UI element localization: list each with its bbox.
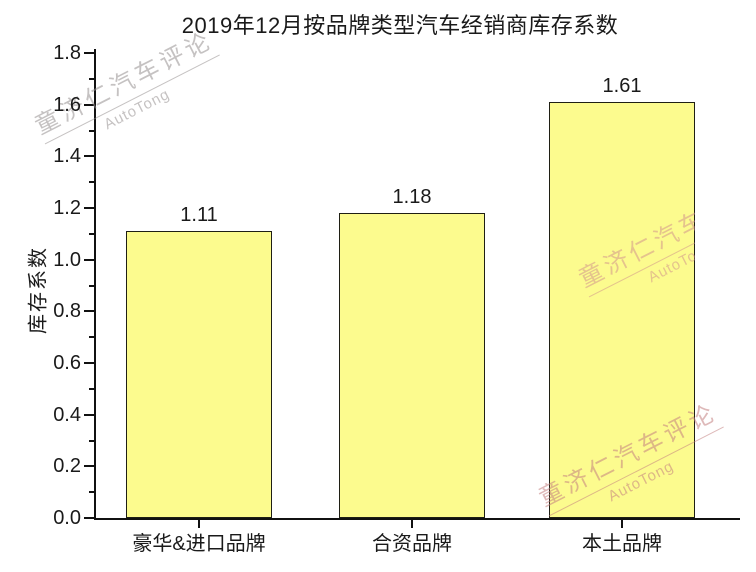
y-tick-label: 1.8	[53, 42, 81, 64]
x-tick	[411, 520, 413, 528]
y-major-tick	[84, 465, 95, 468]
x-tick	[621, 520, 623, 528]
y-minor-tick	[89, 284, 95, 287]
chart-title: 2019年12月按品牌类型汽车经销商库存系数	[181, 13, 619, 38]
y-tick-label: 1.4	[53, 145, 81, 168]
y-minor-tick	[89, 491, 95, 494]
y-minor-tick	[89, 439, 95, 442]
x-category-label: 豪华&进口品牌	[132, 533, 266, 555]
bar-value-label: 1.11	[180, 204, 218, 227]
y-major-tick	[84, 258, 95, 261]
bar-value-label: 1.18	[392, 186, 432, 209]
y-major-tick	[84, 517, 95, 519]
y-tick-label: 1.0	[53, 248, 81, 271]
x-category-label: 合资品牌	[372, 533, 452, 555]
y-major-tick	[84, 52, 95, 54]
bar	[549, 102, 695, 518]
y-major-tick	[84, 103, 95, 106]
y-major-tick	[84, 207, 95, 209]
bar	[339, 213, 485, 518]
y-minor-tick	[89, 232, 95, 235]
y-minor-tick	[89, 77, 95, 80]
bar	[126, 231, 272, 518]
y-minor-tick	[89, 387, 95, 390]
y-major-tick	[84, 310, 95, 313]
y-tick-label: 0.6	[53, 352, 81, 374]
y-axis-line	[94, 49, 96, 520]
y-tick-label: 1.2	[53, 197, 81, 219]
y-tick-label: 0.0	[53, 507, 81, 529]
y-minor-tick	[89, 336, 95, 339]
watermark-latin-text: AutoTong	[101, 85, 173, 134]
y-tick-label: 0.4	[53, 403, 81, 426]
y-tick-label: 1.6	[53, 93, 81, 116]
x-axis-line	[94, 518, 740, 520]
y-minor-tick	[89, 181, 95, 184]
x-category-label: 本土品牌	[582, 533, 662, 555]
bar-value-label: 1.61	[602, 75, 642, 98]
y-tick-label: 0.8	[53, 300, 81, 323]
y-minor-tick	[89, 129, 95, 132]
y-major-tick	[84, 413, 95, 416]
y-major-tick	[84, 155, 95, 158]
y-tick-label: 0.2	[53, 455, 81, 478]
y-major-tick	[84, 362, 95, 364]
x-tick	[198, 520, 200, 528]
